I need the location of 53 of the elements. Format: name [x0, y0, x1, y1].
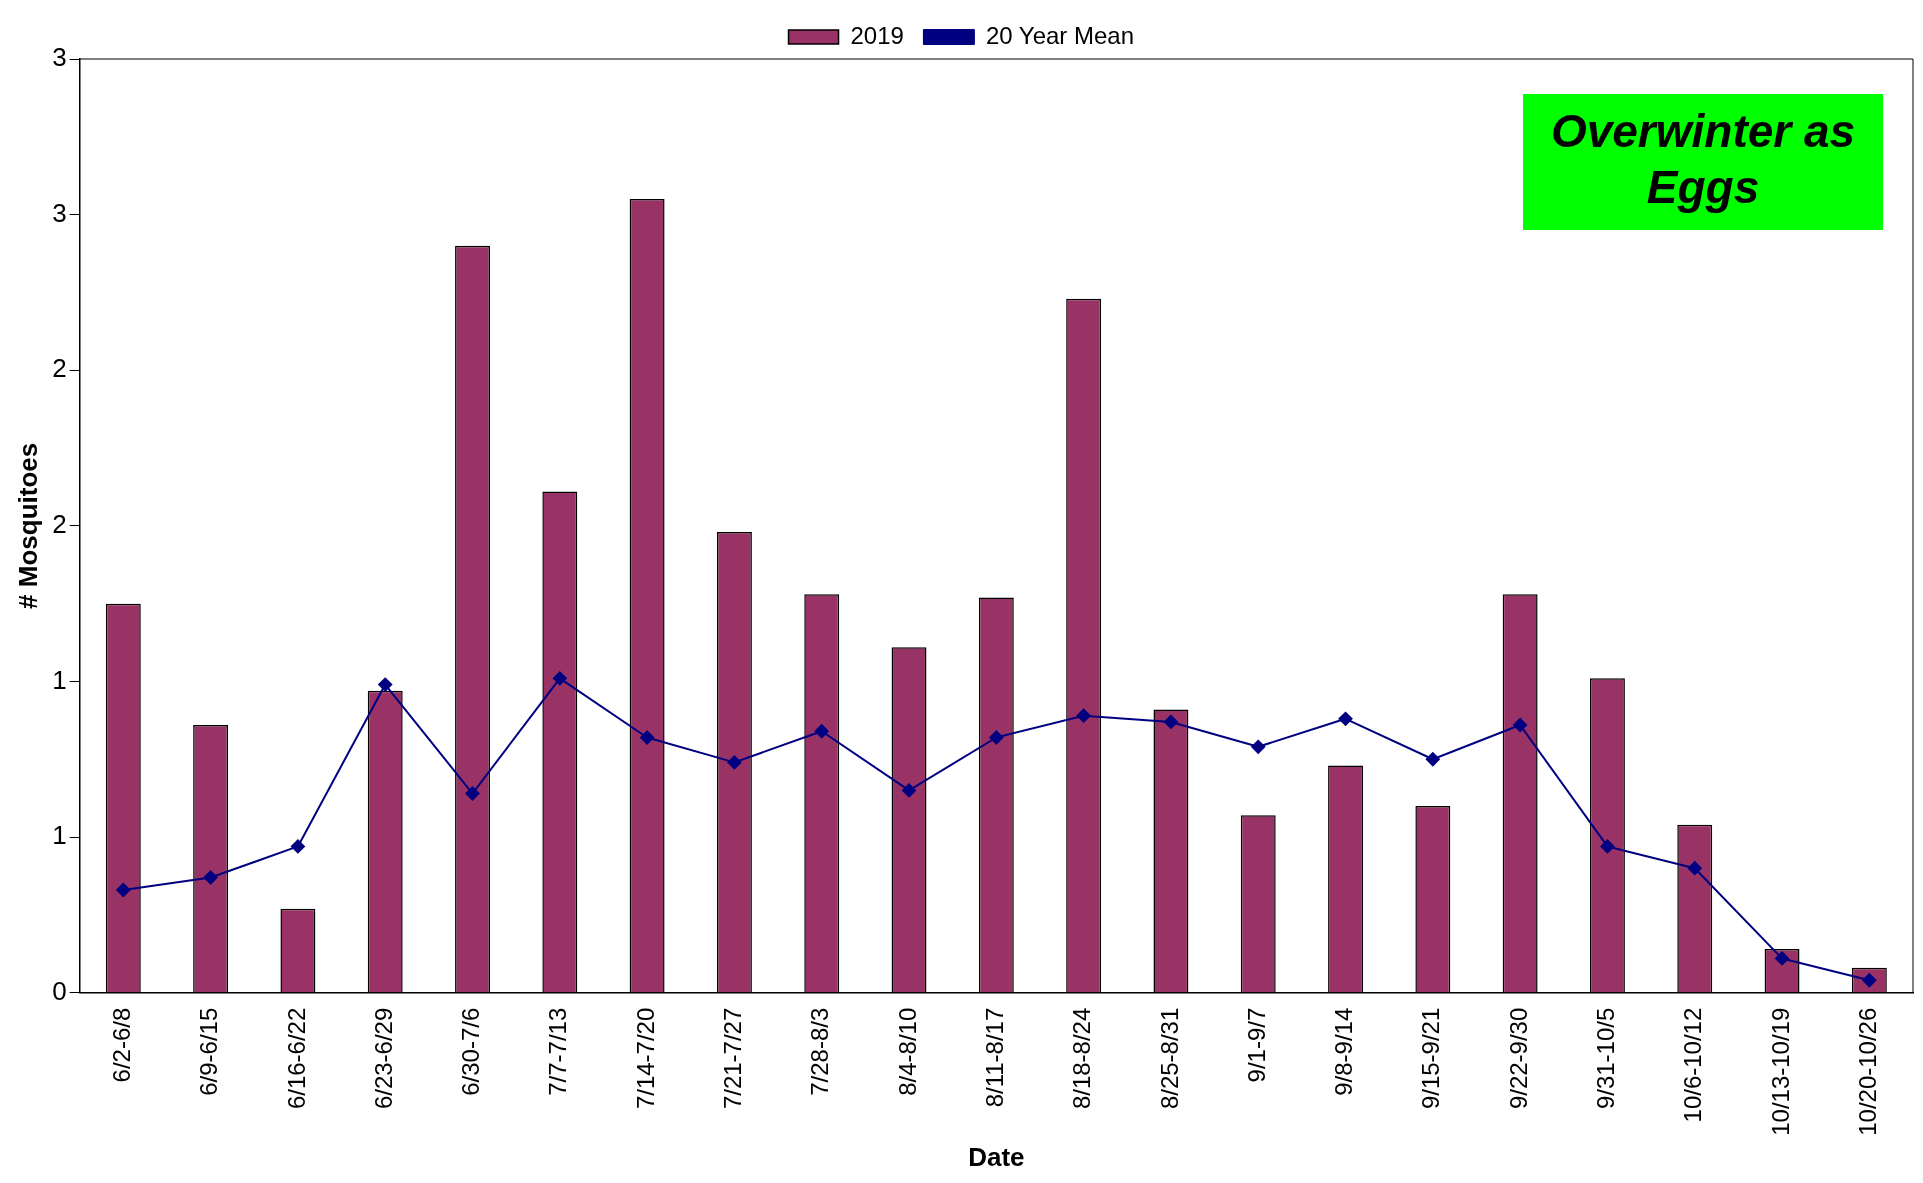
x-tick-label: 6/30-7/6: [457, 1007, 485, 1096]
legend-label: 20 Year Mean: [985, 21, 1135, 49]
x-tick-label: 6/9-6/15: [195, 1007, 223, 1096]
x-axis-title: Date: [968, 1141, 1025, 1172]
y-axis-title: # Mosquitoes: [12, 442, 43, 609]
y-tick-label: 1: [52, 820, 67, 851]
x-tick-label: 9/15-9/21: [1417, 1007, 1445, 1110]
x-tick-label: 9/8-9/14: [1330, 1007, 1358, 1096]
x-tick-label: 8/18-8/24: [1068, 1007, 1096, 1110]
x-tick-label: 10/6-10/12: [1679, 1007, 1707, 1123]
x-tick-label: 10/13-10/19: [1766, 1007, 1794, 1136]
point: [1775, 951, 1790, 966]
point: [902, 783, 917, 798]
point: [290, 839, 305, 854]
point: [814, 724, 829, 739]
x-tick-label: 8/4-8/10: [893, 1007, 921, 1096]
y-tick-label: 3: [52, 42, 67, 73]
point: [1513, 718, 1528, 733]
y-tick-label: 3: [52, 197, 67, 228]
x-tick-label: 6/23-6/29: [369, 1007, 397, 1110]
point: [640, 730, 655, 745]
y-tick-label: 2: [52, 509, 67, 540]
point: [1600, 839, 1615, 854]
x-tick-label: 9/31-10/5: [1592, 1007, 1620, 1110]
point: [1425, 752, 1440, 767]
y-tick-label: 1: [52, 664, 67, 695]
point: [989, 730, 1004, 745]
point: [1687, 861, 1702, 876]
point: [465, 786, 480, 801]
point: [116, 882, 131, 897]
point: [1163, 714, 1178, 729]
point: [552, 671, 567, 686]
x-tick-label: 6/16-6/22: [282, 1007, 310, 1110]
x-tick-label: 7/7-7/13: [544, 1007, 572, 1096]
x-tick-label: 7/28-8/3: [806, 1007, 834, 1096]
x-tick-label: 7/21-7/27: [719, 1007, 747, 1110]
point: [378, 677, 393, 692]
x-tick-label: 7/14-7/20: [631, 1007, 659, 1110]
x-tick-label: 9/22-9/30: [1504, 1007, 1532, 1110]
point: [1338, 711, 1353, 726]
x-tick-label: 8/25-8/31: [1155, 1007, 1183, 1110]
point: [1076, 708, 1091, 723]
x-tick-label: 8/11-8/17: [980, 1007, 1008, 1108]
legend-label: 2019: [850, 21, 904, 49]
x-tick-label: 10/20-10/26: [1853, 1007, 1881, 1136]
y-tick-label: 0: [52, 975, 67, 1006]
y-tick-label: 2: [52, 353, 67, 384]
x-tick-label: 6/2-6/8: [107, 1007, 135, 1083]
point: [727, 755, 742, 770]
annotation: Overwinter as Eggs: [1550, 104, 1856, 213]
x-tick-label: 9/1-9/7: [1242, 1007, 1270, 1083]
point: [1251, 739, 1266, 754]
point: [203, 870, 218, 885]
